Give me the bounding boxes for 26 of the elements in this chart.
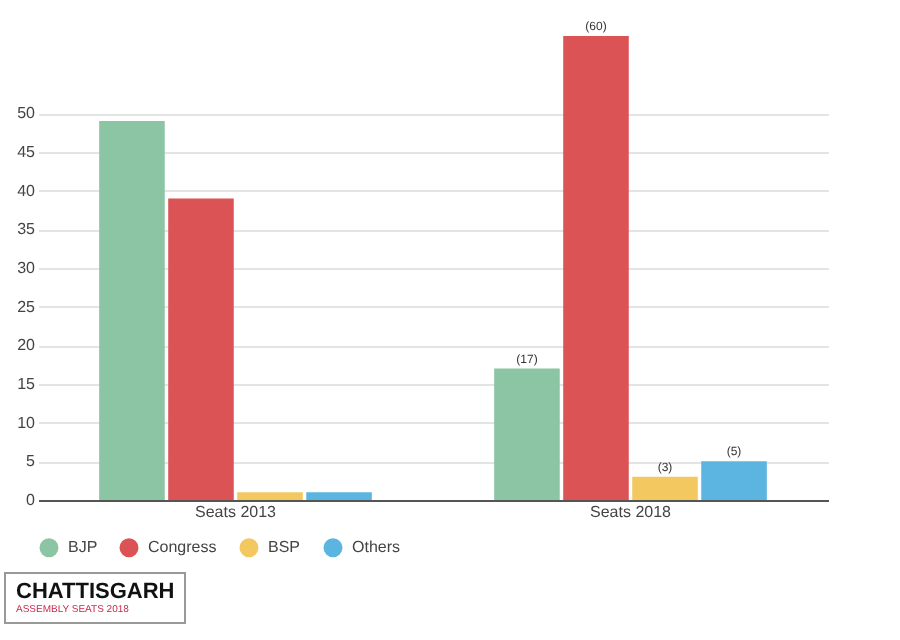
y-tick-label: 35 (17, 220, 37, 239)
bar (306, 492, 372, 500)
legend-label: Congress (148, 537, 217, 556)
y-tick-label: 25 (17, 297, 37, 316)
bar (494, 368, 560, 500)
y-tick-label: 40 (17, 181, 37, 200)
legend-label: Others (352, 537, 401, 556)
legend-label: BJP (68, 537, 98, 556)
y-tick-label: 0 (26, 491, 37, 509)
y-tick-label: 50 (17, 104, 37, 123)
y-tick-label: 5 (26, 452, 37, 471)
bar (632, 476, 698, 500)
legend-label: BSP (268, 537, 301, 556)
bar (168, 198, 234, 500)
y-tick-label: 20 (17, 336, 37, 355)
y-tick-label: 45 (17, 143, 37, 161)
x-tick-label: Seats 2018 (590, 503, 673, 521)
bar (563, 36, 629, 500)
y-tick-label: 15 (17, 375, 37, 393)
y-tick-label: 30 (17, 259, 37, 277)
bar (701, 461, 767, 500)
y-tick-label: 10 (17, 413, 37, 432)
bar (237, 492, 303, 500)
bar (99, 121, 165, 500)
x-tick-label: Seats 2013 (195, 503, 278, 521)
text: CHATTISGARH (16, 580, 175, 604)
